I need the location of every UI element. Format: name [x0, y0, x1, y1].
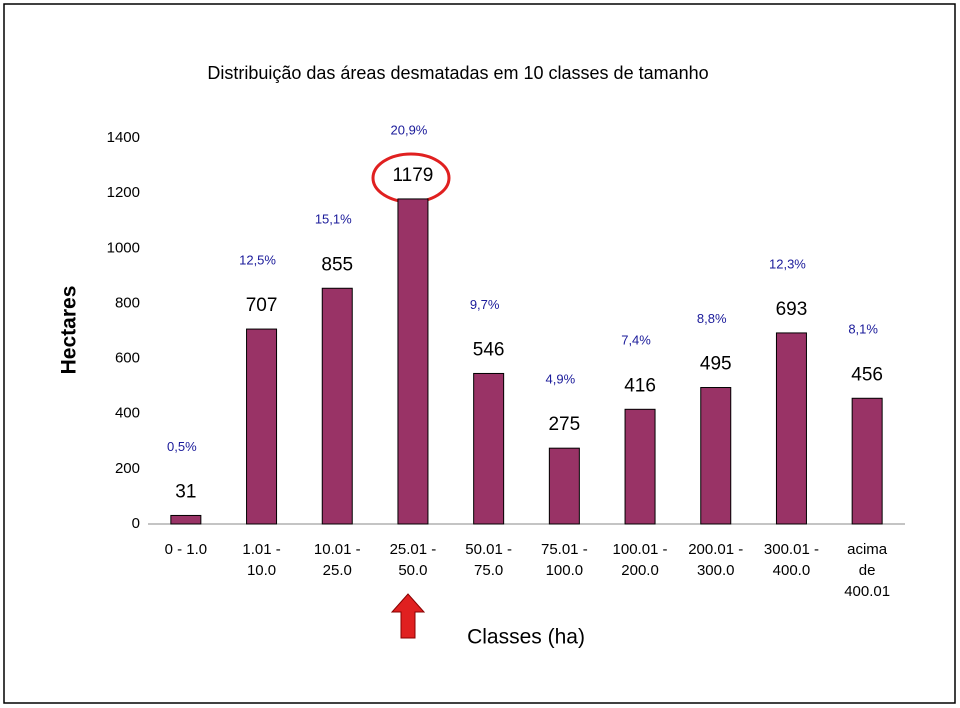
value-label: 693: [776, 299, 808, 320]
percent-label: 4,9%: [546, 372, 576, 387]
y-tick-label: 600: [115, 350, 140, 367]
value-label: 546: [473, 339, 505, 360]
x-tick-label: 1.01 - 10.0: [242, 541, 281, 579]
value-label: 1179: [393, 165, 434, 186]
x-tick-label: 75.01 - 100.0: [540, 541, 588, 579]
value-label: 707: [246, 295, 278, 316]
percent-label: 7,4%: [621, 333, 651, 348]
y-tick-label: 200: [115, 460, 140, 477]
percent-label: 20,9%: [391, 122, 428, 137]
x-tick-label: 200.01 - 300.0: [688, 541, 744, 579]
value-label: 855: [321, 254, 353, 275]
bar: [321, 287, 353, 525]
bar: [246, 328, 278, 525]
bar: [700, 387, 732, 525]
x-tick-label: 300.01 - 400.0: [763, 541, 819, 579]
value-label: 31: [175, 481, 196, 502]
bar: [473, 372, 505, 525]
chart-title: Distribuição das áreas desmatadas em 10 …: [207, 63, 708, 83]
bar: [397, 198, 429, 525]
y-tick-label: 800: [115, 294, 140, 311]
value-label: 495: [700, 354, 732, 375]
x-axis-title: Classes (ha): [467, 626, 585, 649]
y-tick-label: 1200: [107, 184, 140, 201]
bar: [170, 514, 202, 525]
y-axis-title: Hectares: [58, 286, 81, 375]
x-tick-label: 0 - 1.0: [164, 541, 208, 558]
bar: [851, 397, 883, 525]
percent-label: 0,5%: [167, 439, 197, 454]
x-tick-label: acima de 400.01: [844, 541, 891, 600]
percent-label: 9,7%: [470, 297, 500, 312]
percent-label: 15,1%: [315, 212, 352, 227]
bar: [624, 408, 656, 525]
x-tick-label: 100.01 - 200.0: [612, 541, 668, 579]
percent-label: 8,8%: [697, 311, 727, 326]
y-tick-label: 400: [115, 405, 140, 422]
value-label: 416: [624, 375, 656, 396]
x-tick-label: 10.01 - 25.0: [313, 541, 361, 579]
highlight-arrow: [390, 593, 426, 639]
percent-label: 8,1%: [848, 322, 878, 337]
value-label: 275: [548, 414, 580, 435]
frame: [3, 3, 956, 704]
bar: [775, 332, 807, 525]
bar: [548, 447, 580, 525]
x-tick-label: 25.01 - 50.0: [389, 541, 437, 579]
y-tick-label: 1000: [107, 239, 140, 256]
percent-label: 12,5%: [239, 253, 276, 268]
percent-label: 12,3%: [769, 256, 806, 271]
value-label: 456: [851, 364, 883, 385]
x-tick-label: 50.01 - 75.0: [465, 541, 512, 579]
y-tick-label: 1400: [107, 129, 140, 146]
y-tick-label: 0: [132, 515, 140, 532]
